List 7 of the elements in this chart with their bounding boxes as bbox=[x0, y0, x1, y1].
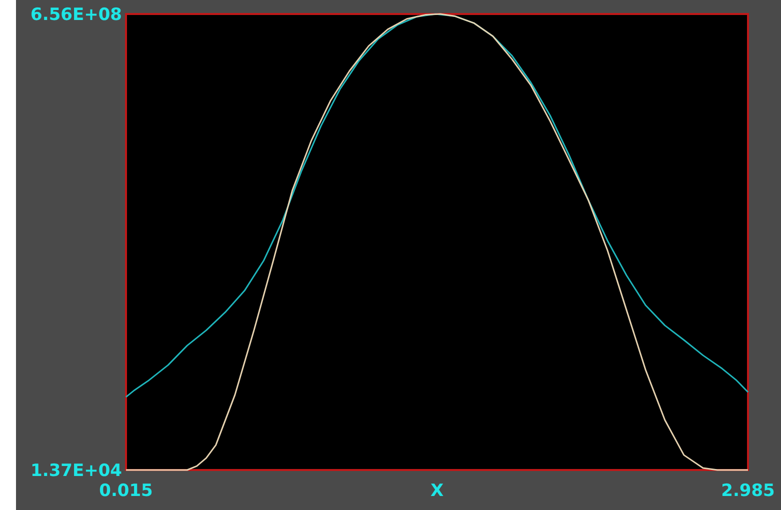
line-series bbox=[125, 13, 749, 398]
y-tick-label: 1.37E+04 bbox=[30, 460, 122, 481]
x-tick-label: 2.985 bbox=[721, 481, 775, 501]
line-series bbox=[125, 13, 749, 471]
y-tick-label: 6.56E+08 bbox=[30, 4, 122, 25]
x-tick-label: 0.015 bbox=[99, 481, 153, 501]
x-axis-title: X bbox=[430, 481, 444, 501]
